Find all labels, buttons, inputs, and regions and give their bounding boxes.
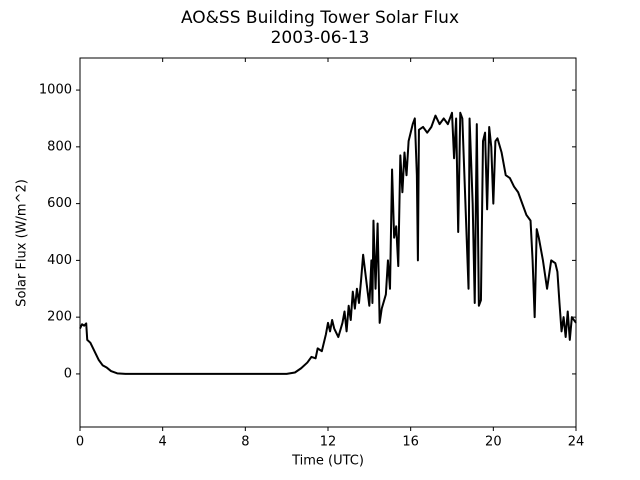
data-line	[79, 111, 577, 375]
y-tick-label: 1000	[39, 83, 72, 98]
x-tick-label: 8	[241, 435, 249, 450]
plot-frame	[79, 57, 577, 428]
chart-subtitle: 2003-06-13	[271, 28, 370, 48]
y-tick-label: 200	[47, 310, 72, 325]
chart-title: AO&SS Building Tower Solar Flux	[181, 8, 459, 28]
y-axis-label: Solar Flux (W/m^2)	[15, 179, 30, 307]
x-tick-label: 16	[402, 435, 419, 450]
x-tick-label: 12	[320, 435, 337, 450]
y-tick-label: 0	[64, 366, 72, 381]
x-axis-label: Time (UTC)	[291, 454, 364, 469]
y-tick-label: 600	[47, 196, 72, 211]
x-tick-label: 24	[568, 435, 585, 450]
x-tick-label: 20	[485, 435, 502, 450]
x-tick-label: 4	[159, 435, 167, 450]
y-tick-label: 800	[47, 139, 72, 154]
x-tick-label: 0	[76, 435, 84, 450]
y-tick-label: 400	[47, 253, 72, 268]
